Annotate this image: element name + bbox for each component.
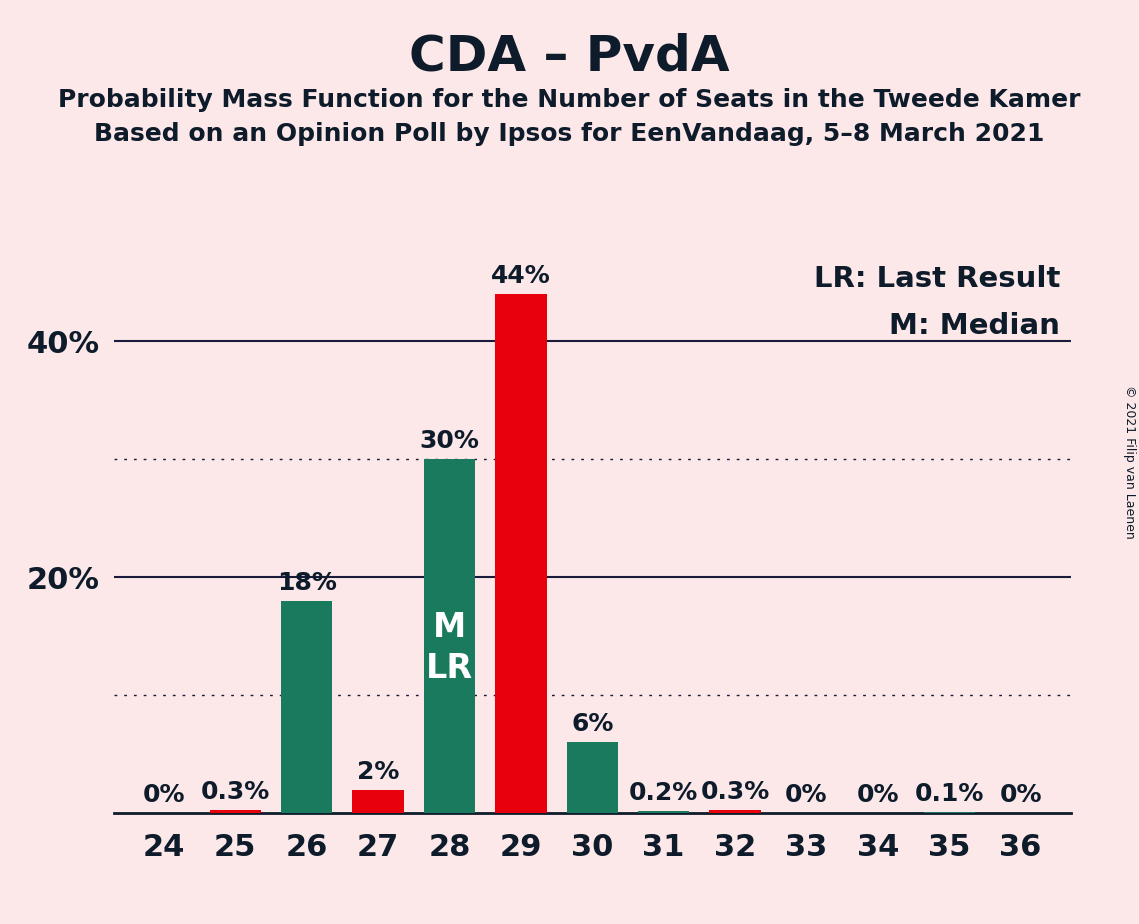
Text: 30%: 30% bbox=[419, 430, 480, 454]
Text: Based on an Opinion Poll by Ipsos for EenVandaag, 5–8 March 2021: Based on an Opinion Poll by Ipsos for Ee… bbox=[95, 122, 1044, 146]
Bar bbox=[210, 809, 261, 813]
Text: 0.3%: 0.3% bbox=[700, 780, 770, 804]
Bar bbox=[352, 789, 404, 813]
Text: 6%: 6% bbox=[571, 712, 614, 736]
Text: 0%: 0% bbox=[785, 784, 828, 808]
Bar bbox=[281, 601, 333, 813]
Bar bbox=[638, 810, 689, 813]
Bar bbox=[710, 809, 761, 813]
Text: M
LR: M LR bbox=[426, 611, 473, 685]
Text: LR: Last Result: LR: Last Result bbox=[813, 264, 1060, 293]
Text: CDA – PvdA: CDA – PvdA bbox=[409, 32, 730, 80]
Text: 0%: 0% bbox=[142, 784, 186, 808]
Text: Probability Mass Function for the Number of Seats in the Tweede Kamer: Probability Mass Function for the Number… bbox=[58, 88, 1081, 112]
Bar bbox=[566, 742, 618, 813]
Text: 0.3%: 0.3% bbox=[200, 780, 270, 804]
Text: 0%: 0% bbox=[857, 784, 899, 808]
Text: M: Median: M: Median bbox=[890, 311, 1060, 340]
Bar bbox=[424, 459, 475, 813]
Bar bbox=[924, 812, 975, 813]
Text: 18%: 18% bbox=[277, 571, 337, 595]
Bar bbox=[210, 809, 261, 813]
Text: © 2021 Filip van Laenen: © 2021 Filip van Laenen bbox=[1123, 385, 1137, 539]
Text: 0.2%: 0.2% bbox=[629, 781, 698, 805]
Bar bbox=[495, 294, 547, 813]
Text: 44%: 44% bbox=[491, 264, 551, 288]
Text: 0.1%: 0.1% bbox=[915, 782, 984, 806]
Text: 2%: 2% bbox=[357, 760, 400, 784]
Text: 0%: 0% bbox=[999, 784, 1042, 808]
